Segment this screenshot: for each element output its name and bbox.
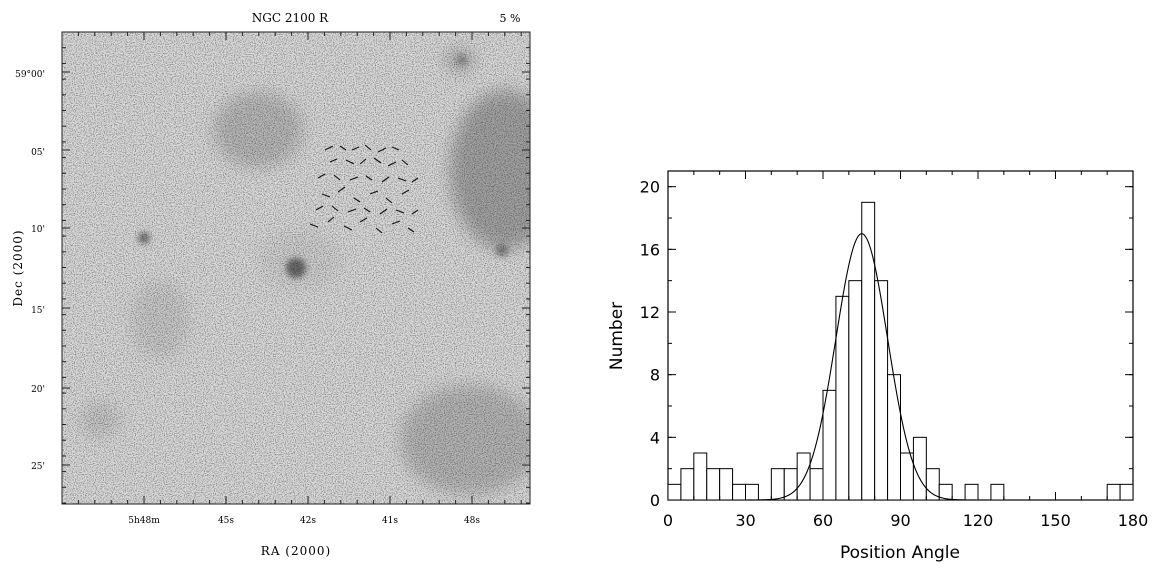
ra-tick-label: 5h48m [128, 516, 160, 526]
x-tick-label: 120 [963, 511, 994, 530]
ra-tick-label: 42s [300, 516, 316, 526]
ra-tick-label: 45s [218, 516, 234, 526]
histogram-bar [770, 468, 785, 501]
sky-image-svg: NGC 2100 R 5 % [11, 11, 531, 558]
scale-label: 5 % [500, 12, 521, 25]
histogram-bar [745, 483, 759, 501]
histogram-bar [706, 468, 721, 501]
y-tick-label: 0 [650, 491, 660, 510]
histogram-bar [667, 483, 682, 501]
image-title: NGC 2100 R [252, 11, 329, 25]
histogram-bar [783, 468, 798, 501]
dec-axis-label: Dec (2000) [11, 229, 25, 306]
sky-image-panel: NGC 2100 R 5 % [0, 0, 540, 573]
histogram-bar [848, 280, 863, 501]
histogram-bar [680, 468, 695, 501]
histogram-bar [938, 483, 953, 501]
ra-tick-label: 41s [382, 516, 398, 526]
histogram-bar [1106, 483, 1121, 501]
position-angle-histogram: 0 30 60 90 120 150 180 0 4 8 12 16 20 Position Angle… [607, 170, 1149, 563]
histogram-bar [693, 452, 708, 501]
histogram-panel: 0 30 60 90 120 150 180 0 4 8 12 16 20 Position Angle… [600, 160, 1155, 573]
sky-image [62, 32, 530, 504]
histogram-bar [796, 452, 811, 501]
dec-tick-label: 10' [31, 225, 45, 235]
ra-tick-label: 48s [464, 516, 480, 526]
histogram-bar [1119, 483, 1134, 501]
x-tick-label: 180 [1118, 511, 1149, 530]
dec-tick-label: 05' [31, 148, 45, 158]
histogram-bar [719, 468, 734, 501]
x-tick-label: 150 [1040, 511, 1071, 530]
y-tick-label: 16 [640, 240, 660, 259]
y-tick-label: 20 [640, 178, 660, 197]
x-tick-label: 0 [663, 511, 673, 530]
dec-tick-label: 59°00' [15, 70, 45, 80]
histogram-bar [874, 280, 889, 501]
histogram-bars [667, 201, 1134, 501]
gaussian-fit-curve [745, 233, 978, 501]
dec-tick-label: 25' [31, 462, 45, 472]
y-tick-label: 4 [650, 428, 660, 447]
x-tick-label: 30 [735, 511, 755, 530]
histogram-bar [990, 483, 1005, 501]
ra-axis-label: RA (2000) [261, 544, 331, 558]
y-tick-label: 8 [650, 366, 660, 385]
histogram-bar [822, 389, 837, 501]
x-tick-label: 90 [890, 511, 910, 530]
histogram-bar [887, 374, 902, 501]
histogram-bar [925, 468, 940, 501]
axis-ticks [667, 171, 1134, 501]
tick-labels: 0 30 60 90 120 150 180 0 4 8 12 16 20 [640, 178, 1149, 530]
dec-tick-label: 15' [31, 306, 45, 316]
dec-tick-label: 20' [31, 385, 45, 395]
x-axis-label: Position Angle [840, 543, 960, 563]
histogram-bar [964, 483, 979, 501]
y-axis-label: Number [607, 302, 627, 370]
histogram-bar [809, 468, 824, 501]
y-tick-label: 12 [640, 303, 660, 322]
x-tick-label: 60 [813, 511, 833, 530]
histogram-bar [861, 201, 876, 501]
histogram-bar [732, 483, 746, 501]
histogram-bar [900, 452, 914, 501]
